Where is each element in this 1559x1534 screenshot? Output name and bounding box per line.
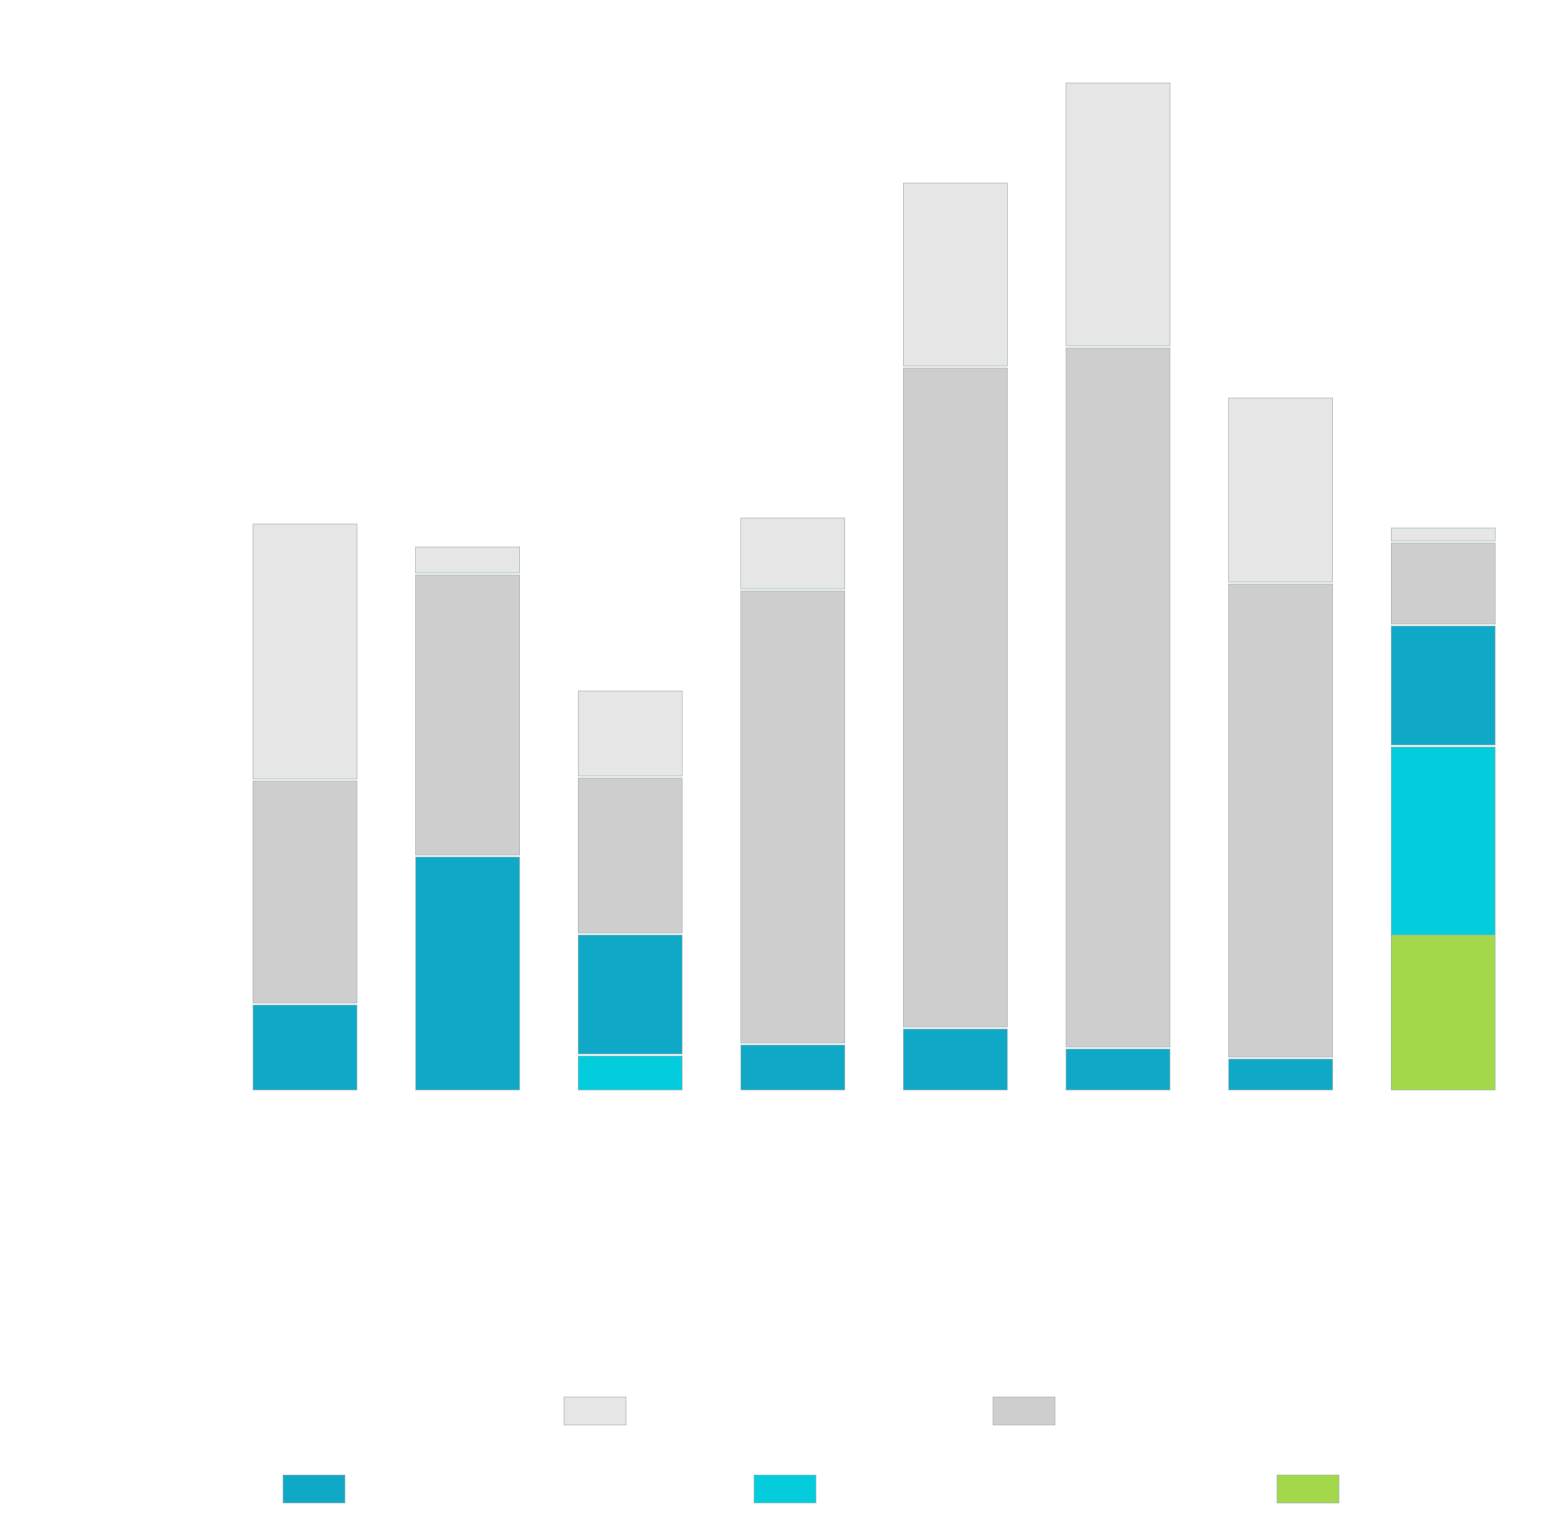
bar-segment: [252, 1004, 358, 1091]
bar-segment: [1228, 1058, 1333, 1091]
bar-segment: [1390, 625, 1496, 746]
bar-segment: [1390, 934, 1496, 1091]
bar-segment: [577, 934, 683, 1055]
bar-segment: [903, 367, 1008, 1028]
legend-swatch: [753, 1474, 817, 1504]
legend-swatch: [282, 1474, 346, 1504]
bar-segment: [1065, 82, 1171, 347]
bar-segment: [577, 690, 683, 777]
bar-segment: [415, 574, 520, 856]
bar-segment: [415, 856, 520, 1091]
bar-segment: [903, 182, 1008, 367]
bar-segment: [1065, 1048, 1171, 1091]
bar-segment: [740, 590, 846, 1044]
bar-segment: [740, 517, 846, 590]
bar-segment: [903, 1028, 1008, 1091]
bar-segment: [252, 523, 358, 780]
bar-segment: [1228, 397, 1333, 583]
bar-segment: [1390, 542, 1496, 625]
legend-swatch: [563, 1396, 627, 1426]
bar-segment: [577, 777, 683, 934]
bar-segment: [1065, 347, 1171, 1048]
bar-segment: [415, 546, 520, 574]
bar-segment: [740, 1044, 846, 1091]
bar-segment: [1390, 746, 1496, 936]
bar-segment: [1390, 527, 1496, 542]
legend: [282, 1396, 1340, 1504]
bars-layer: [252, 82, 1496, 1091]
bar-segment: [577, 1055, 683, 1091]
bar-segment: [1228, 583, 1333, 1058]
legend-swatch: [992, 1396, 1056, 1426]
bar-segment: [252, 780, 358, 1004]
legend-swatch: [1276, 1474, 1340, 1504]
